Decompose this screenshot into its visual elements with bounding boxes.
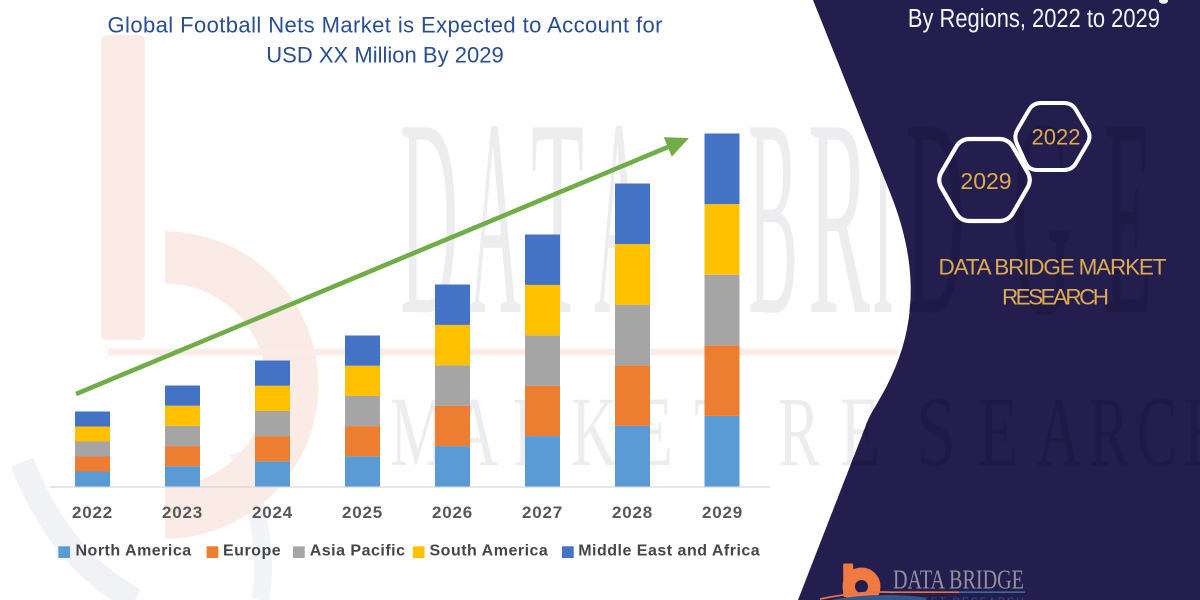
svg-text:2027: 2027 bbox=[522, 503, 563, 522]
svg-text:USD XX Million By 2029: USD XX Million By 2029 bbox=[266, 43, 504, 68]
svg-text:R: R bbox=[778, 376, 820, 487]
svg-text:2022: 2022 bbox=[1032, 125, 1081, 150]
svg-text:2029: 2029 bbox=[702, 503, 743, 522]
svg-text:Europe: Europe bbox=[223, 543, 281, 560]
svg-text:MARKET RESEARCH: MARKET RESEARCH bbox=[893, 597, 1026, 600]
svg-text:Global Football Nets Market is: Global Football Nets Market is Expected … bbox=[108, 12, 663, 37]
svg-text:2029: 2029 bbox=[960, 168, 1011, 194]
svg-text:C: C bbox=[1137, 376, 1177, 487]
svg-text:S: S bbox=[916, 376, 956, 487]
svg-text:K: K bbox=[571, 376, 617, 487]
svg-text:2024: 2024 bbox=[252, 503, 293, 522]
svg-text:2025: 2025 bbox=[342, 503, 383, 522]
svg-text:South America: South America bbox=[430, 543, 549, 560]
svg-text:E: E bbox=[1104, 61, 1152, 373]
svg-text:By Regions, 2022 to 2029: By Regions, 2022 to 2029 bbox=[908, 5, 1160, 33]
svg-text:DATA BRIDGE MARKET: DATA BRIDGE MARKET bbox=[939, 254, 1167, 279]
svg-text:H: H bbox=[1184, 376, 1200, 487]
svg-text:R: R bbox=[1089, 376, 1129, 487]
svg-text:DATA BRIDGE: DATA BRIDGE bbox=[893, 564, 1024, 595]
svg-text:E: E bbox=[978, 376, 1018, 487]
svg-text:Middle East and Africa: Middle East and Africa bbox=[578, 543, 760, 560]
svg-text:D: D bbox=[906, 61, 964, 373]
svg-text:G: G bbox=[1012, 61, 1072, 373]
svg-text:2026: 2026 bbox=[432, 503, 473, 522]
svg-text:A: A bbox=[1037, 376, 1081, 487]
svg-text:2022: 2022 bbox=[72, 503, 113, 522]
svg-text:RESEARCH: RESEARCH bbox=[1002, 285, 1109, 310]
svg-text:North America: North America bbox=[76, 543, 192, 560]
svg-text:2023: 2023 bbox=[162, 503, 203, 522]
svg-text:2028: 2028 bbox=[612, 503, 653, 522]
svg-text:B: B bbox=[748, 61, 798, 373]
svg-text:Asia Pacific: Asia Pacific bbox=[310, 543, 406, 560]
